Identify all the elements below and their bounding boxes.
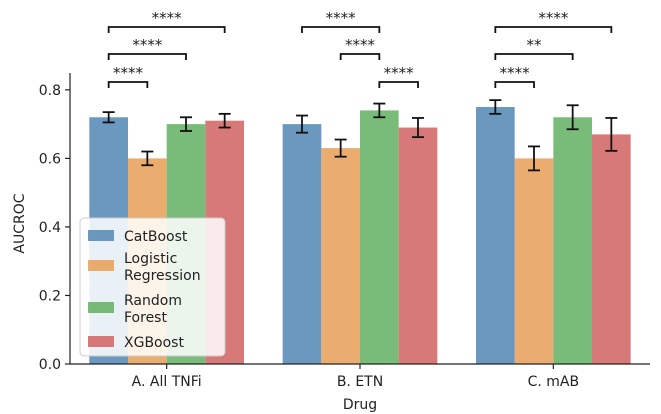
significance-label: **** xyxy=(132,36,163,54)
legend-label: Logistic Regression xyxy=(124,251,201,284)
legend-label: CatBoost xyxy=(124,229,188,245)
error-bar xyxy=(218,112,231,129)
error-bar xyxy=(102,111,115,124)
y-tick-label: 0.2 xyxy=(39,288,61,304)
error-bar xyxy=(605,117,618,152)
error-bar xyxy=(489,99,502,115)
bar-catboost-1 xyxy=(282,124,322,364)
y-axis-label: AUCROC xyxy=(12,193,28,253)
bar-xgboost-2 xyxy=(592,134,631,364)
significance-bracket: **** xyxy=(107,9,226,33)
significance-label: **** xyxy=(500,64,531,82)
bar-logistic-1 xyxy=(321,148,360,364)
legend-label: XGBoost xyxy=(124,335,184,351)
error-bar xyxy=(180,116,192,132)
error-bar xyxy=(334,138,347,158)
y-tick-label: 0.4 xyxy=(39,220,61,236)
significance-label: **** xyxy=(538,9,569,27)
bar-random-1 xyxy=(360,110,399,364)
significance-label: ** xyxy=(527,36,543,54)
significance-bracket: **** xyxy=(378,64,419,88)
legend-swatch xyxy=(88,336,114,347)
significance-label: **** xyxy=(384,64,415,82)
significance-label: **** xyxy=(345,36,376,54)
legend-swatch xyxy=(88,230,114,241)
x-tick-label: A. All TNFi xyxy=(132,374,202,390)
significance-bracket: **** xyxy=(494,9,613,33)
error-bar xyxy=(373,102,386,119)
significance-bracket: **** xyxy=(107,36,187,60)
x-axis-label: Drug xyxy=(343,397,377,413)
error-bar xyxy=(141,150,154,167)
bar-xgboost-1 xyxy=(398,127,438,364)
x-tick-label: C. mAB xyxy=(528,374,580,390)
legend-swatch xyxy=(88,260,114,271)
error-bar xyxy=(528,145,540,172)
error-bar xyxy=(566,104,579,131)
bar-logistic-2 xyxy=(514,158,554,364)
x-tick-label: B. ETN xyxy=(337,374,383,390)
legend: CatBoost Logistic Regression Random Forest XG… xyxy=(79,217,226,357)
y-tick-label: 0.8 xyxy=(39,83,61,99)
y-tick-label: 0.6 xyxy=(39,151,61,167)
error-bar xyxy=(296,114,308,134)
significance-bracket: ** xyxy=(494,36,574,60)
significance-bracket: **** xyxy=(107,64,149,88)
error-bar xyxy=(412,117,424,139)
significance-bracket: **** xyxy=(494,64,535,88)
bar-catboost-2 xyxy=(476,106,515,365)
significance-label: **** xyxy=(152,9,183,27)
significance-label: **** xyxy=(113,64,144,82)
y-tick-label: 0.0 xyxy=(39,357,61,373)
significance-bracket: **** xyxy=(339,36,381,60)
significance-bracket: **** xyxy=(301,9,381,33)
legend-label: Random Forest xyxy=(124,293,182,326)
bar-random-2 xyxy=(553,117,592,364)
significance-label: **** xyxy=(326,9,357,27)
legend-swatch xyxy=(88,302,114,313)
